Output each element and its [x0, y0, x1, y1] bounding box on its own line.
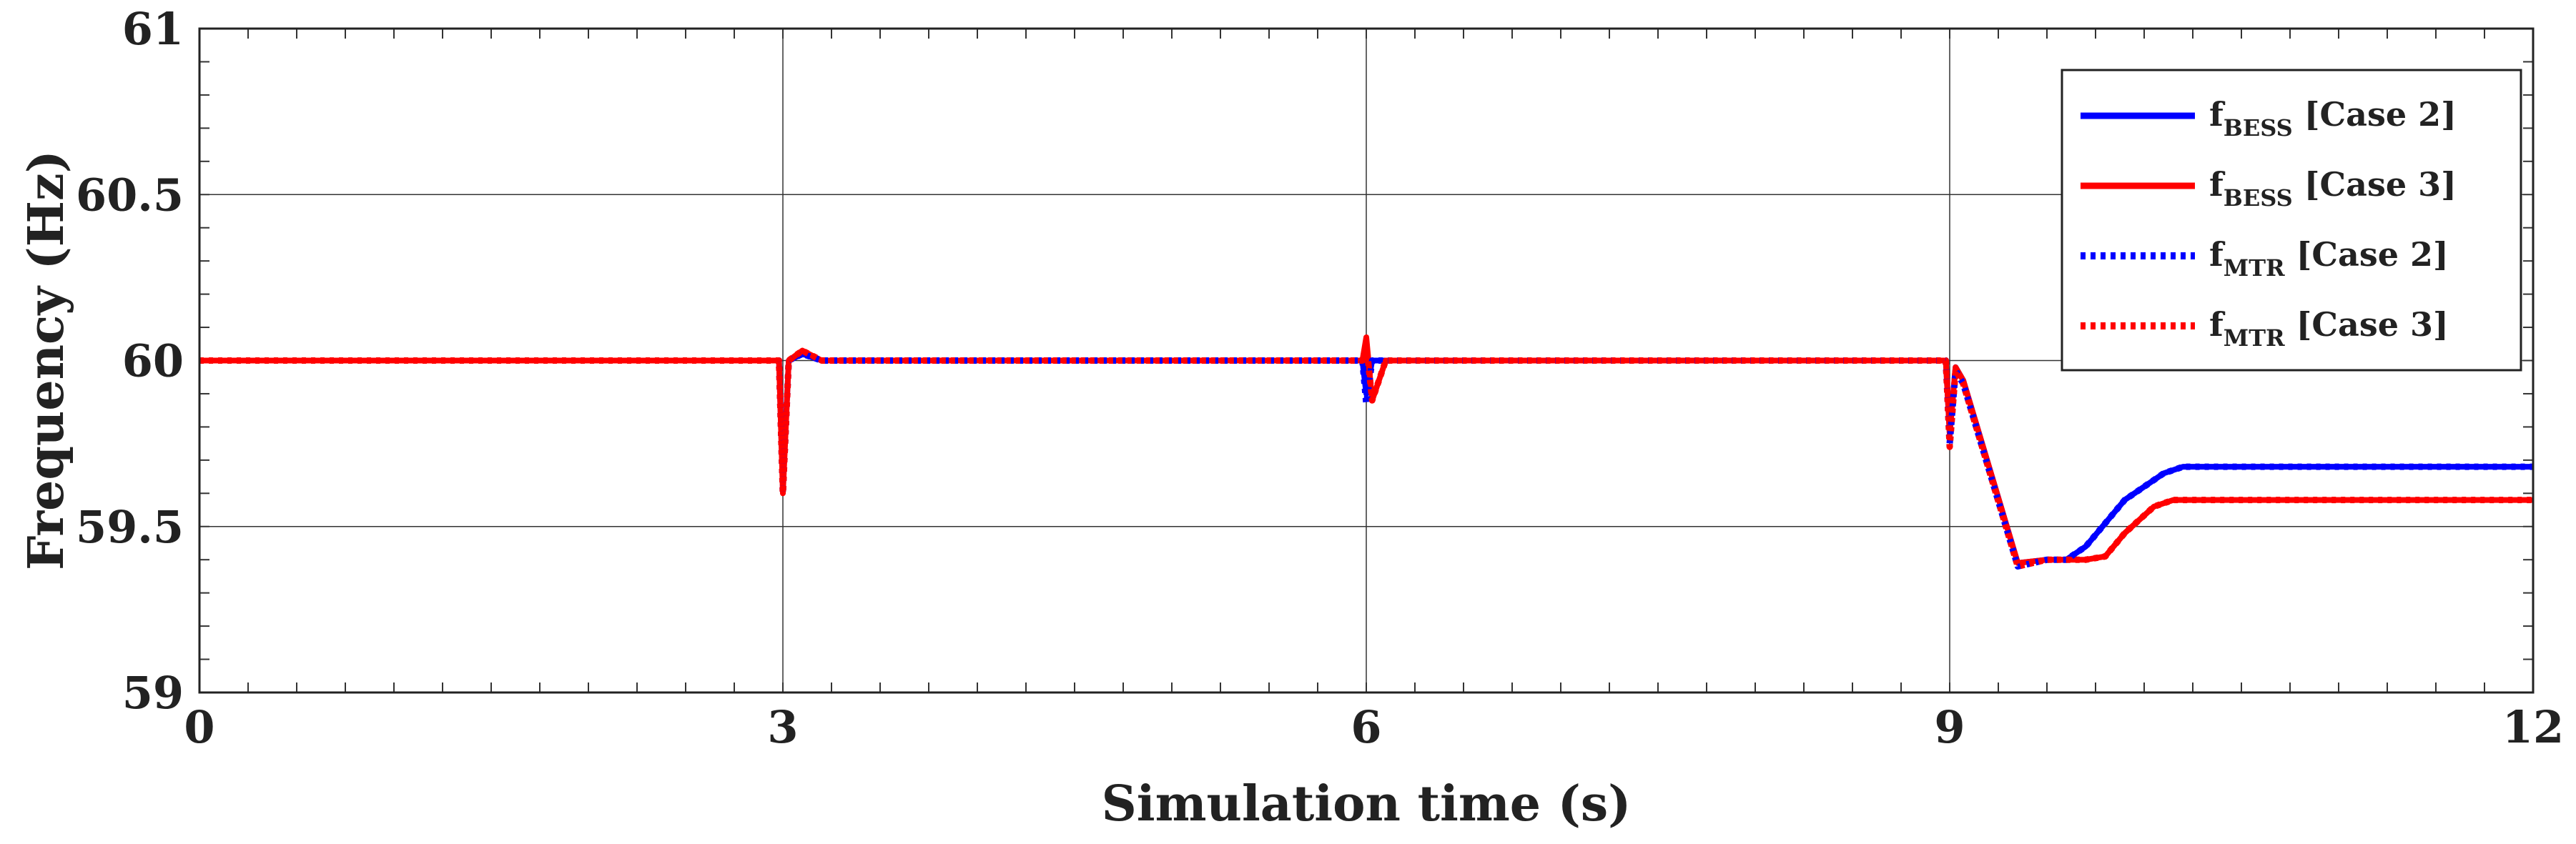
series-lines — [199, 334, 2533, 570]
x-tick-label: 9 — [1934, 701, 1965, 753]
series-line-2 — [199, 334, 2533, 566]
y-tick-label: 60.5 — [76, 169, 184, 221]
x-tick-label: 3 — [767, 701, 798, 753]
plot-frame — [198, 27, 2535, 694]
x-tick-label: 12 — [2502, 701, 2564, 753]
legend-box — [2061, 69, 2522, 372]
y-tick-label: 59.5 — [76, 501, 184, 553]
x-axis-title: Simulation time (s) — [1102, 775, 1632, 833]
y-tick-labels: 59 59.5 60 60.5 61 — [76, 3, 184, 719]
legend-label-3: fMTR [Case 2] — [2209, 235, 2449, 282]
y-axis-title: Frequency (Hz) — [18, 150, 75, 570]
y-tick-label: 59 — [122, 667, 184, 719]
series-line-3 — [199, 350, 2533, 570]
legend: fBESS [Case 2] fBESS [Case 3] fMTR [Case 2… — [2061, 69, 2522, 372]
y-tick-label: 61 — [122, 3, 184, 55]
legend-label-2: fBESS [Case 3] — [2209, 165, 2457, 212]
x-tick-label: 6 — [1351, 701, 1381, 753]
y-tick-label: 60 — [122, 335, 184, 387]
x-tick-label: 0 — [184, 701, 214, 753]
legend-label-1: fBESS [Case 2] — [2209, 95, 2457, 142]
x-tick-labels: 0 3 6 9 12 — [184, 701, 2564, 753]
legend-label-4: fMTR [Case 3] — [2209, 305, 2449, 352]
